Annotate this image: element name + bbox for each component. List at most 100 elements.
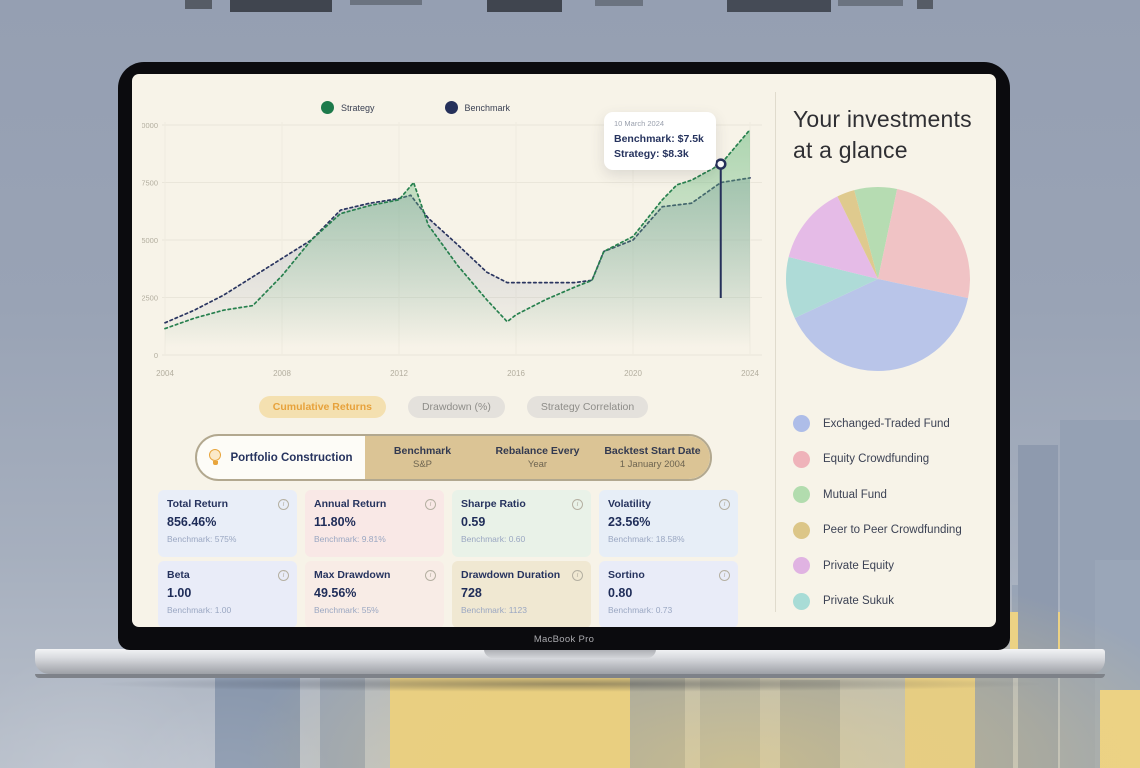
svg-text:0: 0 [154, 351, 158, 360]
skyline-building [487, 0, 562, 12]
svg-text:2012: 2012 [390, 369, 408, 378]
info-icon[interactable]: i [278, 570, 289, 581]
tooltip-benchmark-value: Benchmark: $7.5k [614, 133, 704, 145]
metric-value: 11.80% [314, 515, 356, 529]
investment-legend-item: Peer to Peer Crowdfunding [793, 521, 962, 539]
svg-text:2500: 2500 [142, 294, 158, 303]
legend-item-strategy: Strategy [321, 101, 375, 114]
investments-legend: Exchanged-Traded Fund Equity Crowdfundin… [793, 415, 962, 610]
legend-color-dot-icon [793, 415, 810, 432]
svg-text:2008: 2008 [273, 369, 291, 378]
chart-tab[interactable]: Cumulative Returns [258, 396, 386, 418]
investment-legend-item: Exchanged-Traded Fund [793, 415, 962, 432]
metric-benchmark: Benchmark: 1123 [461, 605, 527, 615]
chart-tab[interactable]: Strategy Correlation [526, 396, 649, 418]
chart-tab[interactable]: Drawdown (%) [407, 396, 505, 418]
pie-slice [788, 196, 878, 279]
svg-text:2016: 2016 [507, 369, 525, 378]
metric-value: 1.00 [167, 586, 192, 600]
legend-label: Mutual Fund [823, 488, 887, 501]
param-value: 1 January 2004 [619, 459, 686, 470]
info-icon[interactable]: i [719, 499, 730, 510]
legend-item-benchmark: Benchmark [444, 101, 511, 114]
investment-legend-item: Private Sukuk [793, 592, 962, 610]
skyline-building [1018, 445, 1058, 768]
metrics-grid: Total Return i 856.46% Benchmark: 575% A… [158, 490, 738, 627]
laptop-front-edge [35, 674, 1105, 678]
portfolio-param[interactable]: Backtest Start Date 1 January 2004 [595, 445, 710, 470]
svg-text:2020: 2020 [624, 369, 642, 378]
info-icon[interactable]: i [572, 570, 583, 581]
param-label: Rebalance Every [495, 445, 580, 457]
metric-value: 856.46% [167, 515, 217, 529]
metric-value: 49.56% [314, 586, 357, 600]
metric-title: Sortino [608, 569, 645, 581]
metric-card: Volatility i 23.56% Benchmark: 18.58% [599, 490, 738, 557]
metric-title: Volatility [608, 498, 651, 510]
metric-value: 728 [461, 586, 482, 600]
portfolio-param[interactable]: Benchmark S&P [365, 445, 480, 470]
param-value: S&P [412, 459, 432, 470]
svg-text:2024: 2024 [741, 369, 759, 378]
svg-text:7500: 7500 [142, 179, 158, 188]
metric-benchmark: Benchmark: 1.00 [167, 605, 232, 615]
legend-color-dot-icon [793, 521, 810, 539]
skyline-building [595, 0, 643, 6]
legend-color-dot-icon [793, 450, 810, 468]
portfolio-param[interactable]: Rebalance Every Year [480, 445, 595, 470]
info-icon[interactable]: i [425, 570, 436, 581]
svg-text:2004: 2004 [156, 369, 174, 378]
skyline-building [185, 0, 212, 9]
legend-label: Benchmark [464, 102, 511, 113]
panel-divider [775, 92, 776, 612]
tooltip-date: 10 March 2024 [614, 119, 665, 128]
investment-legend-item: Mutual Fund [793, 486, 962, 503]
info-icon[interactable]: i [572, 499, 583, 510]
svg-text:10000: 10000 [142, 121, 158, 130]
skyline-building [1100, 690, 1140, 768]
pie-slice [854, 186, 898, 279]
pie-slice [878, 189, 971, 299]
portfolio-construction-button[interactable]: Portfolio Construction [197, 436, 365, 479]
dashboard-screen: Strategy Benchmark 0 2500 5000 7500 10000 200… [132, 74, 996, 627]
legend-color-dot-icon [793, 557, 810, 574]
metric-card: Beta i 1.00 Benchmark: 1.00 [158, 561, 297, 627]
skyline-building [780, 680, 840, 768]
metric-benchmark: Benchmark: 0.60 [461, 534, 526, 544]
info-icon[interactable]: i [719, 570, 730, 581]
metric-title: Total Return [167, 498, 229, 510]
performance-area-chart[interactable]: 0 2500 5000 7500 10000 2004 2008 2012 2016 2020 20… [142, 114, 767, 386]
investments-title: Your investments at a glance [793, 106, 972, 164]
pie-slice [786, 257, 878, 318]
metric-title: Drawdown Duration [461, 569, 561, 581]
metric-card: Sharpe Ratio i 0.59 Benchmark: 0.60 [452, 490, 591, 557]
tooltip-strategy-value: Strategy: $8.3k [614, 148, 689, 161]
legend-label: Equity Crowdfunding [823, 453, 930, 465]
investments-pie-chart[interactable] [785, 186, 971, 372]
metric-title: Annual Return [314, 498, 387, 510]
legend-label: Exchanged-Traded Fund [823, 417, 950, 430]
benchmark-dot-icon [444, 101, 458, 114]
legend-label: Private Equity [823, 559, 894, 572]
laptop-shadow [90, 676, 1050, 692]
macbook-label: MacBook Pro [533, 634, 595, 645]
investment-legend-item: Equity Crowdfunding [793, 450, 962, 468]
metric-benchmark: Benchmark: 18.58% [608, 534, 685, 544]
metric-card: Sortino i 0.80 Benchmark: 0.73 [599, 561, 738, 627]
metric-title: Max Drawdown [314, 569, 391, 581]
info-icon[interactable]: i [425, 499, 436, 510]
metric-card: Total Return i 856.46% Benchmark: 575% [158, 490, 297, 557]
metric-card: Annual Return i 11.80% Benchmark: 9.81% [305, 490, 444, 557]
strategy-dot-icon [321, 101, 334, 114]
metric-title: Beta [167, 569, 190, 581]
lightbulb-icon [209, 449, 222, 466]
legend-color-dot-icon [793, 486, 810, 503]
legend-color-dot-icon [793, 592, 810, 610]
chart-tooltip: 10 March 2024 Benchmark: $7.5k Strategy:… [604, 112, 716, 171]
svg-text:5000: 5000 [142, 236, 158, 245]
metric-benchmark: Benchmark: 575% [167, 534, 237, 544]
portfolio-construction-label: Portfolio Construction [230, 451, 353, 464]
pie-slice [837, 190, 878, 279]
metric-card: Drawdown Duration i 728 Benchmark: 1123 [452, 561, 591, 627]
info-icon[interactable]: i [278, 499, 289, 510]
